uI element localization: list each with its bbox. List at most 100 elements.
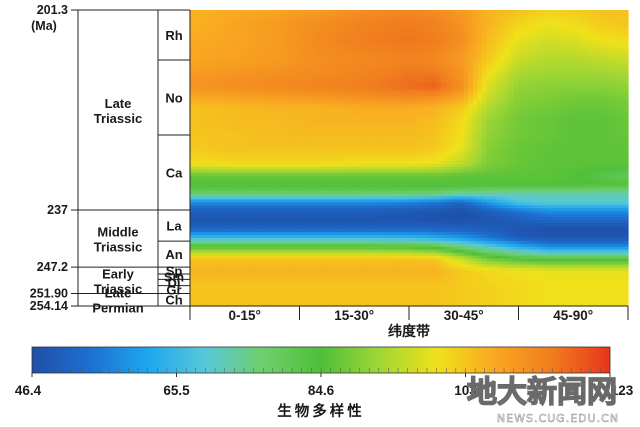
heatmap-cell xyxy=(559,75,565,79)
heatmap-cell xyxy=(477,69,483,73)
heatmap-cell xyxy=(454,86,460,91)
heatmap-cell xyxy=(486,155,492,159)
heatmap-cell xyxy=(450,149,456,153)
heatmap-cell xyxy=(413,113,419,118)
heatmap-cell xyxy=(609,12,615,17)
heatmap-cell xyxy=(409,24,415,29)
heatmap-cell xyxy=(317,36,323,41)
heatmap-cell xyxy=(440,101,447,106)
heatmap-cell xyxy=(322,60,328,64)
heatmap-cell xyxy=(294,152,301,156)
heatmap-cell xyxy=(431,131,437,135)
heatmap-cell xyxy=(276,116,282,121)
heatmap-cell xyxy=(281,143,287,147)
heatmap-cell xyxy=(536,51,542,55)
heatmap-cell xyxy=(445,51,451,55)
heatmap-cell xyxy=(418,125,424,129)
heatmap-cell xyxy=(450,110,456,115)
heatmap-cell xyxy=(454,149,460,153)
heatmap-cell xyxy=(532,78,538,82)
heatmap-cell xyxy=(399,113,406,118)
heatmap-cell xyxy=(372,45,378,50)
heatmap-cell xyxy=(555,45,561,50)
heatmap-cell xyxy=(194,12,200,17)
heatmap-cell xyxy=(372,92,378,97)
heatmap-cell xyxy=(290,33,296,38)
heatmap-cell xyxy=(486,98,492,103)
heatmap-cell xyxy=(190,63,196,67)
heatmap-cell xyxy=(345,81,351,85)
heatmap-cell xyxy=(226,81,232,85)
heatmap-cell xyxy=(468,75,474,79)
heatmap-cell xyxy=(299,36,305,41)
heatmap-cell xyxy=(226,113,232,118)
heatmap-cell xyxy=(349,95,355,100)
heatmap-cell xyxy=(436,122,442,127)
heatmap-cell xyxy=(436,92,442,97)
heatmap-cell xyxy=(463,104,469,109)
heatmap-cell xyxy=(281,18,287,23)
heatmap-cell xyxy=(500,54,506,58)
heatmap-cell xyxy=(513,48,520,53)
heatmap-cell xyxy=(518,60,524,64)
heatmap-cell xyxy=(609,81,615,85)
heatmap-cell xyxy=(386,33,392,38)
heatmap-cell xyxy=(609,119,615,124)
heatmap-cell xyxy=(618,149,625,153)
heatmap-cell xyxy=(313,113,319,118)
heatmap-cell xyxy=(532,158,538,162)
heatmap-cell xyxy=(199,66,205,70)
heatmap-cell xyxy=(550,116,556,121)
heatmap-cell xyxy=(203,146,209,150)
heatmap-cell xyxy=(550,10,556,14)
heatmap-cell xyxy=(240,125,246,129)
heatmap-cell xyxy=(573,45,579,50)
heatmap-cell xyxy=(422,95,428,100)
heatmap-cell xyxy=(381,131,387,135)
heatmap-cell xyxy=(541,152,547,156)
heatmap-cell xyxy=(500,146,506,150)
heatmap-cell xyxy=(190,21,196,26)
heatmap-cell xyxy=(536,160,542,165)
heatmap-cell xyxy=(463,84,469,88)
heatmap-cell xyxy=(605,42,611,47)
heatmap-cell xyxy=(395,42,401,47)
heatmap-cell xyxy=(281,78,287,82)
heatmap-cell xyxy=(304,10,310,14)
heatmap-cell xyxy=(340,140,346,144)
heatmap-cell xyxy=(294,51,301,55)
heatmap-cell xyxy=(509,146,515,150)
heatmap-cell xyxy=(477,81,483,85)
heatmap-cell xyxy=(523,30,529,35)
heatmap-cell xyxy=(372,51,378,55)
heatmap-cell xyxy=(559,51,565,55)
heatmap-cell xyxy=(313,119,319,124)
heatmap-cell xyxy=(573,104,579,109)
heatmap-cell xyxy=(267,36,273,41)
heatmap-cell xyxy=(294,134,301,138)
heatmap-cell xyxy=(527,45,533,50)
heatmap-cell xyxy=(377,89,383,94)
heatmap-cell xyxy=(208,104,214,109)
heatmap-cell xyxy=(586,155,593,159)
heatmap-cell xyxy=(199,69,205,73)
heatmap-cell xyxy=(472,137,479,141)
heatmap-cell xyxy=(477,54,483,58)
heatmap-cell xyxy=(354,30,360,35)
heatmap-cell xyxy=(559,131,565,135)
heatmap-cell xyxy=(386,12,392,17)
heatmap-cell xyxy=(208,21,214,26)
heatmap-cell xyxy=(559,122,565,127)
heatmap-cell xyxy=(504,51,510,55)
heatmap-cell xyxy=(409,92,415,97)
heatmap-cell xyxy=(468,104,474,109)
heatmap-cell xyxy=(272,137,278,141)
heatmap-cell xyxy=(358,45,364,50)
heatmap-cell xyxy=(267,10,273,14)
heatmap-cell xyxy=(249,152,255,156)
heatmap-cell xyxy=(363,54,369,58)
heatmap-cell xyxy=(577,119,583,124)
heatmap-cell xyxy=(409,39,415,44)
heatmap-cell xyxy=(568,104,574,109)
heatmap-cell xyxy=(463,15,469,20)
